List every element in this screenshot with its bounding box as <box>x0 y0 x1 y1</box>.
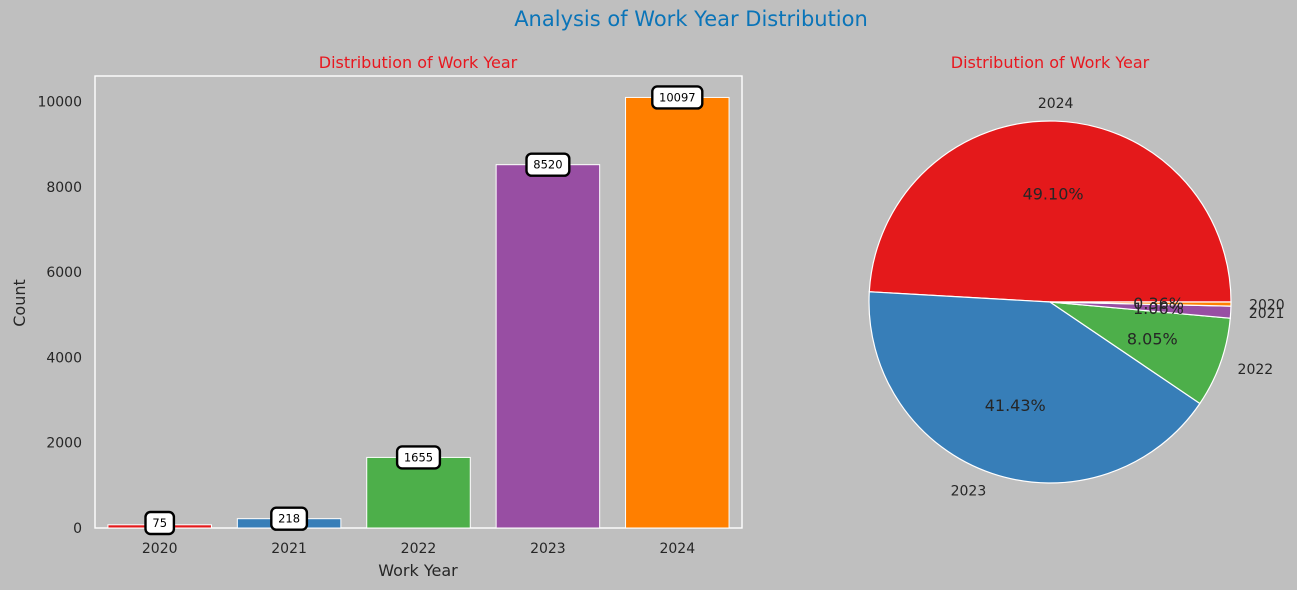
bar-2023 <box>495 164 601 529</box>
pie-percent-label: 8.05% <box>1127 329 1178 348</box>
y-tick-label: 4000 <box>46 350 82 366</box>
pie-category-label: 2022 <box>1238 362 1274 378</box>
pie-category-label: 2021 <box>1249 306 1285 322</box>
x-tick-label: 2021 <box>271 541 307 557</box>
pie-percent-label: 1.06% <box>1133 299 1184 318</box>
pie-percent-label: 49.10% <box>1023 184 1084 203</box>
data-label: 75 <box>152 516 167 530</box>
pie-category-label: 2020 <box>1249 297 1285 313</box>
y-tick-label: 2000 <box>46 436 82 452</box>
pie-percent-label: 41.43% <box>985 396 1046 415</box>
bar-2024 <box>625 96 730 529</box>
pie-percent-label: 0.36% <box>1133 294 1184 313</box>
bar-chart-title: Distribution of Work Year <box>319 53 518 72</box>
pie-slice-2022 <box>1047 301 1231 405</box>
pie-slice-2024 <box>868 120 1232 303</box>
bars <box>107 96 730 529</box>
x-tick-label: 2023 <box>530 541 566 557</box>
data-label-box <box>395 445 442 470</box>
pie-slice-2023 <box>868 291 1201 484</box>
x-tick-label: 2022 <box>401 541 437 557</box>
x-tick-label: 2024 <box>659 541 695 557</box>
data-label-box <box>144 510 176 536</box>
pie-chart-title: Distribution of Work Year <box>951 53 1150 72</box>
pie-chart: Distribution of Work Year 49.10% 2024 41.4… <box>868 53 1285 500</box>
bar-data-labels: 75 218 1655 8520 10097 <box>144 85 704 536</box>
y-tick-label: 10000 <box>37 95 82 111</box>
data-label-box <box>525 152 571 177</box>
pie-slices <box>868 120 1232 484</box>
x-tick-label: 2020 <box>142 541 178 557</box>
y-tick-label: 8000 <box>46 180 82 196</box>
pie-slice-2020 <box>1049 301 1232 307</box>
pie-category-label: 2024 <box>1038 96 1074 112</box>
x-axis-ticks: 2020 2021 2022 2023 2024 <box>142 541 695 557</box>
data-label: 1655 <box>404 450 433 464</box>
y-tick-label: 6000 <box>46 265 82 281</box>
x-axis-label: Work Year <box>378 561 458 580</box>
y-tick-label: 0 <box>73 521 82 537</box>
pie-labels: 49.10% 2024 41.43% 2023 8.05% 2022 1.06% 2021 0.… <box>951 96 1285 500</box>
data-label: 218 <box>278 512 300 526</box>
data-label: 10097 <box>659 90 696 104</box>
y-axis-ticks: 0 2000 4000 6000 8000 10000 <box>37 95 82 537</box>
pie-category-label: 2023 <box>951 484 987 500</box>
data-label-box <box>651 85 704 110</box>
data-label: 8520 <box>533 158 562 172</box>
figure-title: Analysis of Work Year Distribution <box>514 7 868 31</box>
y-axis-label: Count <box>10 279 29 327</box>
data-label-box <box>270 506 309 531</box>
bar-chart: Distribution of Work Year 0 2000 4000 6000 8… <box>10 53 743 580</box>
